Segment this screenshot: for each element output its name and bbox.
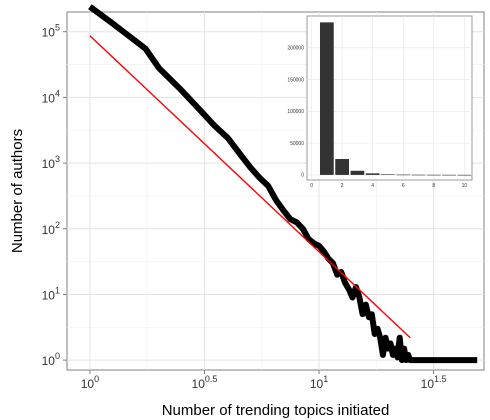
inset-bar [426,174,441,176]
inset-x-tick-label: 10 [462,183,468,189]
inset-bar [457,174,472,176]
inset-bar [411,174,426,176]
inset-y-tick-label: 50000 [290,141,304,147]
x-tick-label: 101 [310,374,328,391]
inset-y-tick-label: 100000 [287,109,304,115]
inset-bar [442,174,456,176]
inset-bar [365,173,380,175]
series-line-fit [89,35,411,339]
y-tick-label: 105 [42,23,60,40]
y-tick-label: 104 [42,88,60,105]
inset-bar [396,174,411,176]
inset-x-tick-label: 0 [310,183,313,189]
main-x-ticks: 100 100.5 101 101.5 [81,370,447,391]
inset-bar [350,170,365,175]
inset-y-tick-label: 150000 [287,77,304,83]
series-line-observed [88,4,478,364]
inset-x-tick-label: 8 [432,183,435,189]
x-axis-title: Number of trending topics initiated [162,402,390,419]
inset-x-tick-label: 6 [402,183,405,189]
y-tick-label: 100 [42,351,60,368]
main-grid [67,12,484,370]
y-tick-label: 101 [42,285,60,302]
inset-x-tick-label: 2 [341,183,344,189]
inset-y-tick-label: 200000 [287,46,304,52]
x-tick-label: 100.5 [192,374,218,391]
inset-y-tick-label: 0 [301,173,304,179]
inset-x-ticks: 0 2 4 6 8 10 [310,183,467,189]
y-tick-label: 103 [42,154,60,171]
inset-y-ticks: 0 50000 100000 150000 200000 [287,46,304,179]
x-tick-label: 100 [81,374,99,391]
y-axis-title: Number of authors [9,129,26,253]
inset-bar [335,159,350,175]
x-tick-label: 101.5 [421,374,447,391]
inset-plot-panel [306,15,473,181]
main-series-layer [88,4,478,364]
inset-bar [381,174,395,175]
inset-bars [319,22,472,176]
inset-bar [319,22,334,175]
inset-x-tick-label: 4 [371,183,374,189]
main-y-ticks: 100 101 102 103 104 105 [42,23,67,368]
y-tick-label: 102 [42,220,60,237]
inset-chart: 0 2 4 6 8 10 0 50000 100000 150000 200000 [287,15,473,189]
